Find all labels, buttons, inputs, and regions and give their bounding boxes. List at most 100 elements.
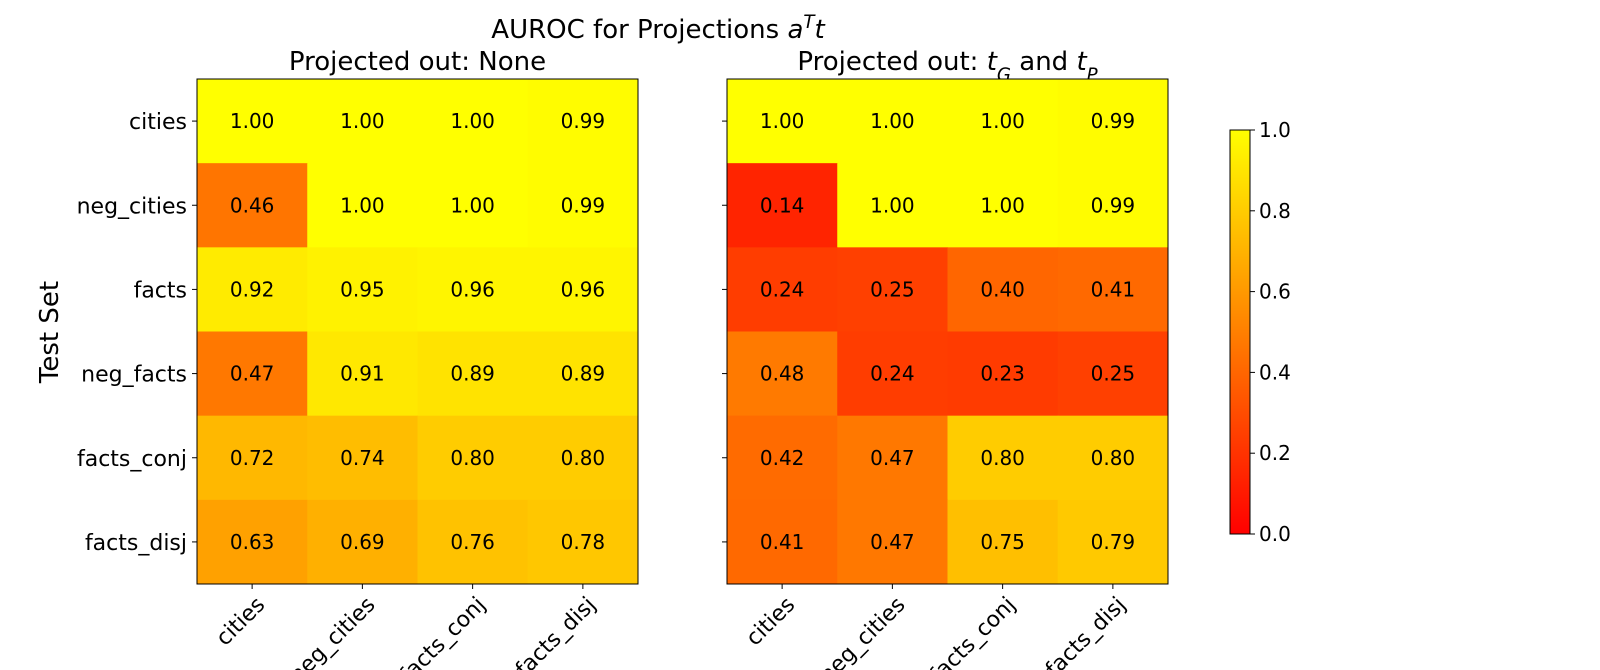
- heatmap-cell: [1057, 247, 1169, 332]
- heatmap-cell: [947, 331, 1059, 417]
- cell-label: 0.63: [230, 530, 275, 554]
- cell-label: 0.89: [450, 362, 495, 386]
- y-tick-label: neg_cities: [77, 194, 187, 219]
- heatmap-cell: [947, 247, 1059, 332]
- cell-label: 0.91: [340, 362, 385, 386]
- heatmap-cell: [527, 79, 639, 164]
- cell-label: 0.48: [760, 362, 805, 386]
- heatmap-cell: [947, 499, 1059, 585]
- cell-label: 0.24: [870, 362, 915, 386]
- cell-label: 1.00: [340, 193, 385, 217]
- plot-frame: [196, 78, 639, 585]
- panel-title: Projected out: tG and tP: [797, 47, 1097, 86]
- cell-label: 0.96: [561, 277, 606, 301]
- cell-label: 1.00: [450, 193, 495, 217]
- heatmap-cell: [947, 163, 1059, 248]
- cell-label: 0.99: [1091, 193, 1136, 217]
- cell-label: 0.23: [980, 362, 1025, 386]
- x-tick-label: facts_conj: [925, 592, 1020, 670]
- cell-label: 0.99: [561, 109, 606, 133]
- heatmap-cell: [1057, 415, 1169, 501]
- cell-label: 0.96: [450, 277, 495, 301]
- heatmap-cell: [307, 247, 418, 332]
- cell-label: 0.99: [1091, 109, 1136, 133]
- heatmap-cell: [727, 415, 838, 501]
- cell-label: 0.80: [450, 446, 495, 470]
- cell-label: 0.79: [1091, 530, 1136, 554]
- heatmap-cell: [837, 247, 948, 332]
- heatmap-cell: [197, 331, 308, 417]
- cell-label: 0.46: [230, 193, 275, 217]
- cell-label: 0.74: [340, 446, 385, 470]
- heatmap-cell: [527, 331, 639, 417]
- x-tick-label: facts_disj: [1041, 592, 1131, 670]
- y-tick-label: cities: [129, 110, 187, 135]
- heatmap-cell: [1057, 499, 1169, 585]
- cell-label: 0.42: [760, 446, 805, 470]
- heatmap-cell: [1057, 79, 1169, 164]
- heatmap-cell: [307, 415, 418, 501]
- heatmap-cell: [727, 163, 838, 248]
- cell-label: 0.75: [980, 530, 1025, 554]
- plot-frame: [726, 78, 1169, 585]
- x-tick-label: cities: [212, 592, 271, 651]
- text-part: T: [803, 12, 816, 33]
- text-part: and: [1011, 47, 1076, 77]
- cell-label: 1.00: [760, 109, 805, 133]
- heatmap-cell: [947, 415, 1059, 501]
- heatmap-cell: [417, 247, 529, 332]
- heatmap-cell: [417, 79, 529, 164]
- cell-label: 1.00: [870, 109, 915, 133]
- colorbar-tick-label: 1.0: [1259, 118, 1291, 142]
- cell-label: 0.99: [561, 193, 606, 217]
- heatmap-cell: [727, 247, 838, 332]
- cell-label: 0.80: [1091, 446, 1136, 470]
- cell-label: 0.76: [450, 530, 495, 554]
- heatmap-cell: [837, 415, 948, 501]
- heatmap-cell: [1057, 331, 1169, 417]
- heatmap-cell: [417, 415, 529, 501]
- heatmap-cell: [307, 79, 418, 164]
- heatmap-cell: [727, 499, 838, 585]
- cell-label: 0.69: [340, 530, 385, 554]
- cell-label: 0.89: [561, 362, 606, 386]
- colorbar-tick-label: 0.4: [1259, 360, 1291, 384]
- heatmap-cell: [197, 163, 308, 248]
- colorbar-tick-label: 0.8: [1259, 199, 1291, 223]
- text-part: t: [987, 47, 998, 77]
- heatmap-cell: [527, 163, 639, 248]
- heatmap-cell: [837, 79, 948, 164]
- cell-label: 1.00: [340, 109, 385, 133]
- text-part: t: [1076, 47, 1087, 77]
- cell-label: 0.41: [760, 530, 805, 554]
- heatmap-cell: [417, 163, 529, 248]
- heatmap-cell: [837, 331, 948, 417]
- panel-title: Projected out: None: [289, 47, 546, 77]
- cell-label: 0.47: [870, 530, 915, 554]
- text-part: t: [815, 15, 826, 45]
- heatmap-cell: [727, 331, 838, 417]
- x-tick-label: neg_cities: [815, 592, 911, 670]
- cell-label: 0.47: [870, 446, 915, 470]
- heatmap-cell: [947, 79, 1059, 164]
- text-part: Projected out: None: [289, 47, 546, 77]
- cell-label: 0.25: [870, 277, 915, 301]
- x-tick-label: cities: [742, 592, 801, 651]
- cell-label: 1.00: [230, 109, 275, 133]
- y-axis-label: Test Set: [35, 281, 65, 384]
- cell-label: 0.40: [980, 277, 1025, 301]
- colorbar-tick-label: 0.6: [1259, 280, 1291, 304]
- heatmap-cell: [307, 163, 418, 248]
- y-tick-label: neg_facts: [81, 363, 187, 388]
- y-tick-label: facts_disj: [85, 531, 187, 556]
- x-tick-label: neg_cities: [285, 592, 381, 670]
- cell-label: 0.95: [340, 277, 385, 301]
- heatmap-cell: [197, 79, 308, 164]
- heatmap-cell: [417, 499, 529, 585]
- x-tick-label: facts_conj: [395, 592, 490, 670]
- heatmap-cell: [727, 79, 838, 164]
- cell-label: 0.72: [230, 446, 275, 470]
- colorbar: [1229, 129, 1251, 535]
